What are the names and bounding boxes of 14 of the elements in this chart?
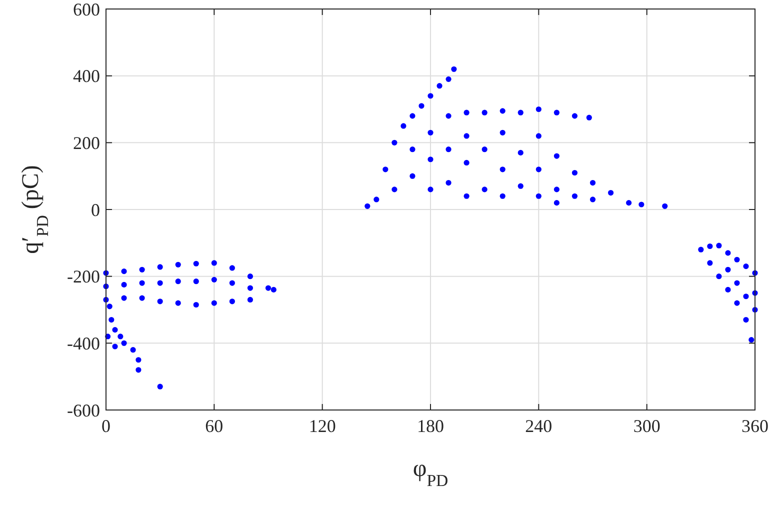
x-tick-label: 360 bbox=[742, 416, 768, 436]
x-axis-title: φ$_{PD}$ bbox=[412, 456, 448, 490]
y-tick-label: 400 bbox=[73, 66, 100, 86]
y-tick-label: -600 bbox=[67, 400, 100, 420]
x-tick-label: 240 bbox=[525, 416, 552, 436]
x-tick-label: 60 bbox=[205, 416, 224, 436]
x-tick-label: 120 bbox=[308, 416, 336, 436]
y-tick-label: 0 bbox=[91, 200, 100, 220]
x-tick-label: 180 bbox=[417, 416, 444, 436]
y-tick-label: -400 bbox=[67, 333, 100, 354]
y-tick-label: 600 bbox=[73, 0, 100, 20]
y-tick-label: -200 bbox=[67, 266, 100, 287]
y-tick-label: 200 bbox=[73, 132, 100, 153]
x-tick-label: 300 bbox=[633, 416, 660, 436]
